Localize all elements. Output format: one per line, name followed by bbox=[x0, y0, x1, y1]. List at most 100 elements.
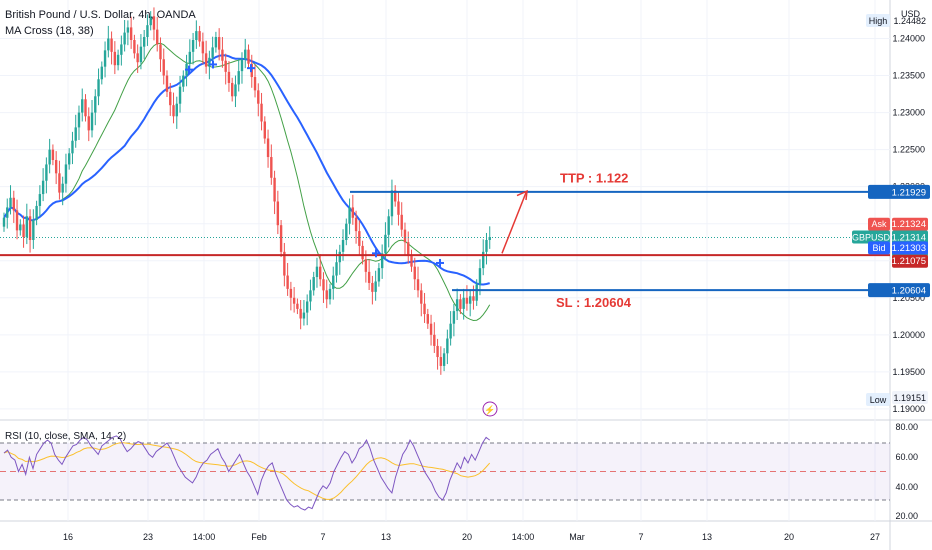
candlesticks bbox=[2, 7, 491, 375]
candle bbox=[283, 242, 286, 287]
candle bbox=[19, 219, 22, 236]
candle-body bbox=[266, 138, 270, 158]
moving-averages bbox=[3, 42, 491, 322]
candle bbox=[420, 283, 423, 317]
candle-body bbox=[84, 99, 87, 117]
bid-value-bg bbox=[892, 241, 928, 255]
candle bbox=[384, 222, 387, 261]
candle-body bbox=[149, 16, 152, 26]
candle bbox=[296, 298, 299, 315]
candle bbox=[22, 215, 25, 248]
chart-title: British Pound / U.S. Dollar, 4h, OANDA bbox=[5, 9, 196, 21]
candle-body bbox=[367, 271, 371, 283]
candle bbox=[32, 209, 35, 249]
candle-body bbox=[325, 290, 328, 300]
candle bbox=[41, 168, 45, 202]
price-axis: 1.240001.235001.230001.225001.220001.215… bbox=[852, 14, 930, 521]
candle bbox=[237, 58, 240, 92]
time-tick-label: 27 bbox=[870, 532, 880, 542]
candle-body bbox=[240, 59, 244, 72]
candle-body bbox=[9, 197, 12, 208]
target-annotation: TTP : 1.122 bbox=[560, 171, 628, 186]
candle-body bbox=[208, 57, 211, 67]
candle bbox=[374, 270, 377, 301]
candle-body bbox=[299, 308, 302, 319]
candle-body bbox=[71, 140, 74, 154]
symbol-label-bg bbox=[852, 230, 890, 244]
price-tick-label: 1.24000 bbox=[892, 34, 925, 44]
candle bbox=[305, 294, 309, 326]
candle bbox=[270, 144, 273, 185]
candle bbox=[400, 202, 403, 237]
candle-body bbox=[426, 314, 429, 324]
candle bbox=[455, 288, 459, 320]
candle-body bbox=[41, 180, 45, 195]
candle bbox=[416, 266, 420, 298]
candle bbox=[123, 20, 126, 52]
candle bbox=[227, 61, 231, 92]
candle-body bbox=[169, 91, 172, 106]
candle-body bbox=[319, 266, 322, 280]
candle-body bbox=[142, 37, 146, 47]
candle bbox=[354, 210, 358, 244]
flash-glyph: ⚡ bbox=[484, 404, 495, 416]
candle-body bbox=[224, 60, 227, 72]
candle bbox=[439, 346, 443, 375]
candle-body bbox=[338, 251, 341, 263]
price-tick-label: 1.23500 bbox=[892, 71, 925, 81]
ask-value: 1.21324 bbox=[892, 219, 926, 230]
time-tick-label: 7 bbox=[320, 532, 325, 542]
candle bbox=[429, 314, 433, 346]
time-tick-label: 13 bbox=[381, 532, 391, 542]
candle bbox=[129, 16, 133, 49]
candle bbox=[322, 272, 325, 303]
candle bbox=[149, 11, 152, 31]
bid-label-bg bbox=[868, 241, 890, 255]
candle-body bbox=[48, 149, 51, 165]
candle bbox=[482, 239, 485, 276]
candle bbox=[116, 49, 120, 71]
candle-body bbox=[283, 251, 286, 276]
candle bbox=[436, 338, 439, 370]
candle-body bbox=[377, 268, 381, 282]
candle bbox=[103, 41, 107, 78]
candle-body bbox=[332, 275, 335, 289]
candle-body bbox=[74, 127, 77, 141]
candle bbox=[266, 129, 270, 168]
candle bbox=[423, 292, 426, 323]
candle-body bbox=[305, 301, 309, 313]
candle-body bbox=[270, 157, 273, 178]
candle-body bbox=[38, 194, 42, 206]
candle bbox=[139, 34, 143, 70]
price-tick-label: 1.19500 bbox=[892, 367, 925, 377]
candle bbox=[299, 300, 302, 330]
time-tick-label: 7 bbox=[638, 532, 643, 542]
candle-body bbox=[475, 284, 478, 301]
candle bbox=[35, 200, 38, 226]
candle-body bbox=[6, 207, 9, 218]
candle bbox=[74, 114, 77, 148]
candle bbox=[309, 279, 312, 311]
candle bbox=[475, 279, 478, 306]
candle-body bbox=[54, 160, 58, 174]
bid-value: 1.21303 bbox=[892, 243, 926, 254]
candle bbox=[159, 37, 162, 72]
candle bbox=[152, 7, 156, 41]
candle bbox=[325, 279, 328, 309]
candle bbox=[221, 37, 224, 68]
candle bbox=[312, 271, 315, 296]
candle-body bbox=[61, 183, 64, 193]
candle bbox=[94, 89, 97, 126]
currency-label: USD bbox=[900, 9, 920, 19]
candle bbox=[87, 107, 90, 142]
candle-body bbox=[433, 334, 436, 346]
candle bbox=[71, 131, 74, 165]
candle bbox=[182, 70, 185, 92]
candle-body bbox=[289, 288, 293, 298]
candle-body bbox=[328, 288, 332, 300]
candle-body bbox=[397, 201, 400, 215]
candle-body bbox=[103, 50, 107, 67]
candle bbox=[260, 92, 263, 131]
ma-cross-marker-icon bbox=[247, 64, 255, 73]
